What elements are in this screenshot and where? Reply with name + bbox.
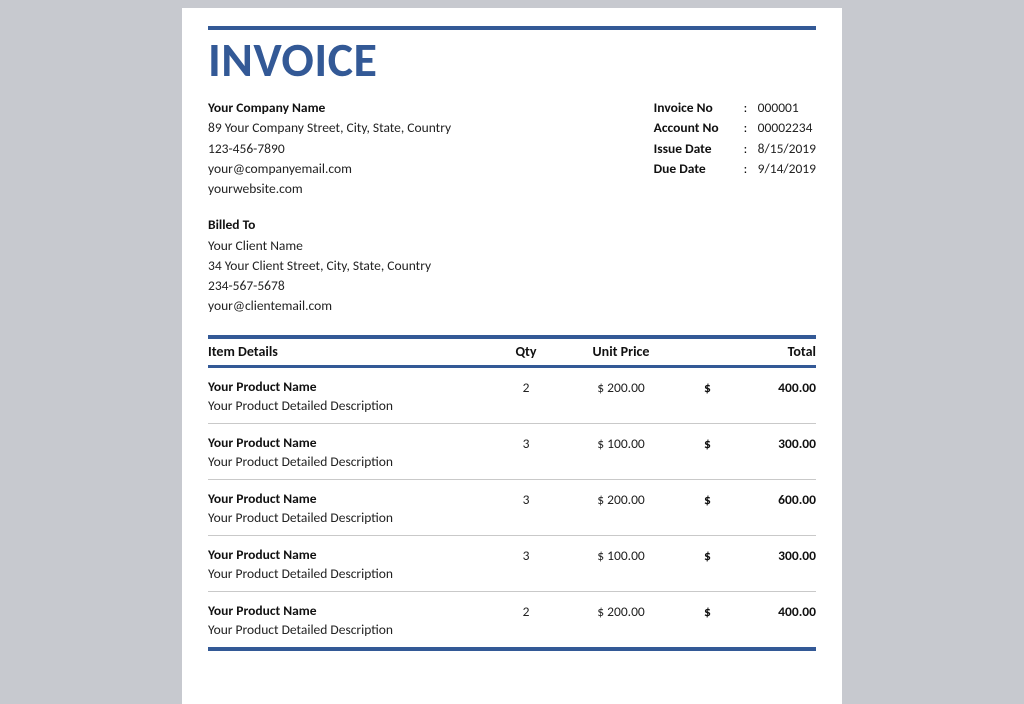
table-row: Your Product Name Your Product Detailed D… <box>208 536 816 592</box>
meta-value: 000001 <box>758 98 799 118</box>
cell-total: 400.00 <box>746 378 816 396</box>
billed-address: 34 Your Client Street, City, State, Coun… <box>208 256 816 276</box>
product-desc: Your Product Detailed Description <box>208 397 496 414</box>
cell-price: $ 200.00 <box>556 602 686 620</box>
header-price: Unit Price <box>556 343 686 360</box>
table-row: Your Product Name Your Product Detailed D… <box>208 592 816 648</box>
sender-block: Your Company Name 89 Your Company Street… <box>208 98 451 199</box>
cell-qty: 2 <box>496 602 556 620</box>
invoice-title: INVOICE <box>208 36 816 84</box>
table-row: Your Product Name Your Product Detailed D… <box>208 368 816 424</box>
meta-value: 9/14/2019 <box>758 159 816 179</box>
cell-currency: $ <box>686 490 746 508</box>
cell-qty: 3 <box>496 434 556 452</box>
cell-total: 600.00 <box>746 490 816 508</box>
cell-item: Your Product Name Your Product Detailed D… <box>208 546 496 582</box>
meta-label: Issue Date <box>654 139 744 159</box>
product-name: Your Product Name <box>208 546 496 563</box>
invoice-page: INVOICE Your Company Name 89 Your Compan… <box>182 8 842 704</box>
product-name: Your Product Name <box>208 378 496 395</box>
meta-value: 8/15/2019 <box>758 139 816 159</box>
meta-colon: : <box>744 159 758 179</box>
billed-name: Your Client Name <box>208 236 816 256</box>
meta-label: Invoice No <box>654 98 744 118</box>
cell-price: $ 200.00 <box>556 378 686 396</box>
cell-currency: $ <box>686 378 746 396</box>
info-row: Your Company Name 89 Your Company Street… <box>208 98 816 199</box>
meta-issue-date: Issue Date : 8/15/2019 <box>654 139 816 159</box>
table-row: Your Product Name Your Product Detailed D… <box>208 480 816 536</box>
product-name: Your Product Name <box>208 602 496 619</box>
meta-invoice-no: Invoice No : 000001 <box>654 98 816 118</box>
cell-qty: 3 <box>496 546 556 564</box>
product-desc: Your Product Detailed Description <box>208 509 496 526</box>
cell-price: $ 200.00 <box>556 490 686 508</box>
cell-currency: $ <box>686 434 746 452</box>
billed-phone: 234-567-5678 <box>208 276 816 296</box>
billed-email: your@clientemail.com <box>208 296 816 316</box>
product-desc: Your Product Detailed Description <box>208 453 496 470</box>
sender-address: 89 Your Company Street, City, State, Cou… <box>208 118 451 138</box>
table-row: Your Product Name Your Product Detailed D… <box>208 424 816 480</box>
cell-total: 400.00 <box>746 602 816 620</box>
sender-website: yourwebsite.com <box>208 179 451 199</box>
product-name: Your Product Name <box>208 490 496 507</box>
table-bottom-rule <box>208 647 816 651</box>
meta-account-no: Account No : 00002234 <box>654 118 816 138</box>
header-item: Item Details <box>208 343 496 360</box>
sender-email: your@companyemail.com <box>208 159 451 179</box>
cell-item: Your Product Name Your Product Detailed D… <box>208 378 496 414</box>
cell-qty: 2 <box>496 378 556 396</box>
cell-currency: $ <box>686 602 746 620</box>
cell-item: Your Product Name Your Product Detailed D… <box>208 602 496 638</box>
billed-to-block: Billed To Your Client Name 34 Your Clien… <box>208 215 816 316</box>
sender-phone: 123-456-7890 <box>208 139 451 159</box>
meta-label: Account No <box>654 118 744 138</box>
meta-colon: : <box>744 118 758 138</box>
header-total: Total <box>746 343 816 360</box>
table-body: Your Product Name Your Product Detailed D… <box>208 368 816 648</box>
meta-due-date: Due Date : 9/14/2019 <box>654 159 816 179</box>
cell-price: $ 100.00 <box>556 434 686 452</box>
meta-label: Due Date <box>654 159 744 179</box>
cell-item: Your Product Name Your Product Detailed D… <box>208 434 496 470</box>
invoice-meta: Invoice No : 000001 Account No : 0000223… <box>654 98 816 199</box>
meta-colon: : <box>744 98 758 118</box>
header-qty: Qty <box>496 343 556 360</box>
cell-item: Your Product Name Your Product Detailed D… <box>208 490 496 526</box>
cell-qty: 3 <box>496 490 556 508</box>
cell-currency: $ <box>686 546 746 564</box>
sender-company: Your Company Name <box>208 98 451 118</box>
cell-price: $ 100.00 <box>556 546 686 564</box>
product-name: Your Product Name <box>208 434 496 451</box>
product-desc: Your Product Detailed Description <box>208 621 496 638</box>
meta-value: 00002234 <box>758 118 813 138</box>
cell-total: 300.00 <box>746 546 816 564</box>
header-spacer <box>686 343 746 360</box>
meta-colon: : <box>744 139 758 159</box>
billed-heading: Billed To <box>208 215 816 235</box>
cell-total: 300.00 <box>746 434 816 452</box>
product-desc: Your Product Detailed Description <box>208 565 496 582</box>
table-header: Item Details Qty Unit Price Total <box>208 339 816 363</box>
